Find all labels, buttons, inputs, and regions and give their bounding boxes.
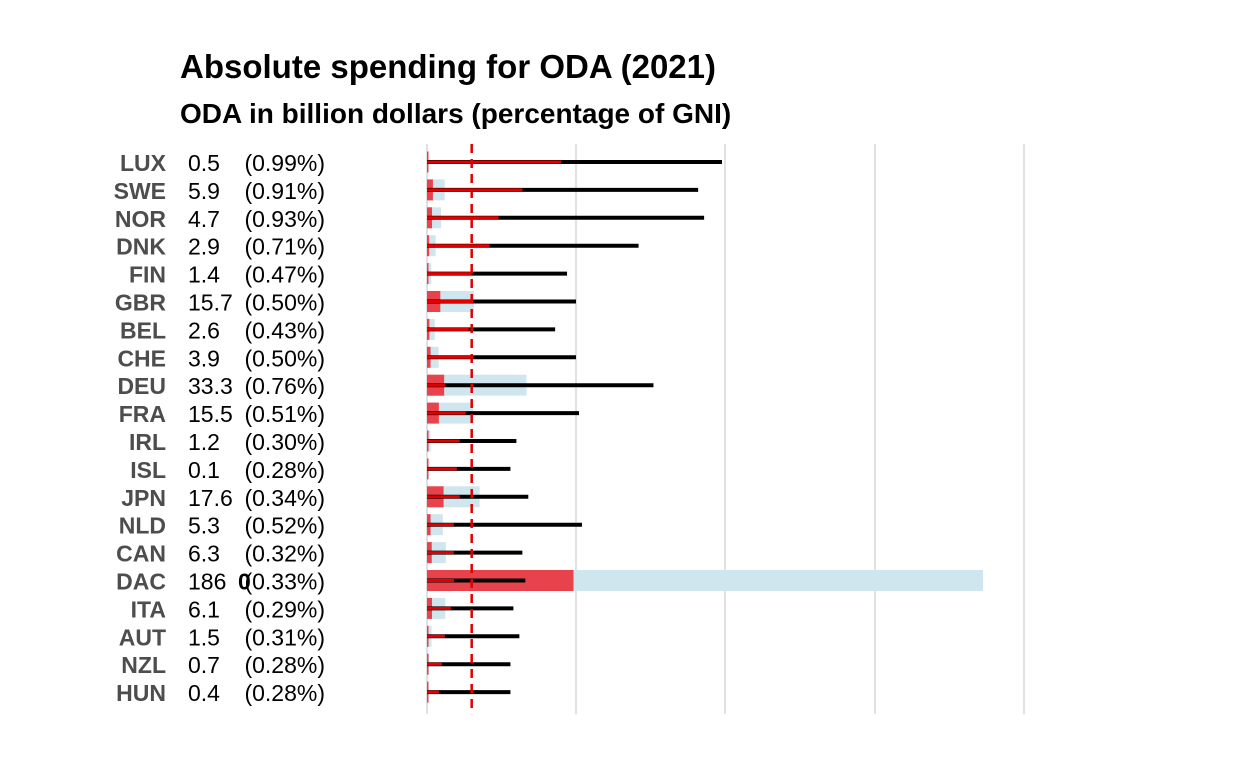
value-label-dnk: 2.9 <box>188 234 220 260</box>
category-label-nor: NOR <box>115 206 167 232</box>
pct-label-nld: (0.52%) <box>244 513 325 539</box>
pct-label-aut: (0.31%) <box>244 624 325 650</box>
value-label-fra: 15.5 <box>188 401 233 427</box>
chart-subtitle: ODA in billion dollars (percentage of GN… <box>180 98 732 129</box>
value-label-deu: 33.3 <box>188 373 233 399</box>
category-label-hun: HUN <box>116 680 166 706</box>
category-label-nzl: NZL <box>121 652 166 678</box>
category-label-gbr: GBR <box>115 290 167 316</box>
category-label-can: CAN <box>116 541 166 567</box>
pct-label-gbr: (0.50%) <box>244 290 325 316</box>
value-label-lux: 0.5 <box>188 150 220 176</box>
chart-title: Absolute spending for ODA (2021) <box>180 48 716 85</box>
category-label-nld: NLD <box>119 513 166 539</box>
pct-label-swe: (0.91%) <box>244 178 325 204</box>
category-label-dac: DAC <box>116 569 166 595</box>
value-label-isl: 0.1 <box>188 457 220 483</box>
category-label-lux: LUX <box>120 150 167 176</box>
category-label-dnk: DNK <box>116 234 166 260</box>
pct-label-can: (0.32%) <box>244 541 325 567</box>
pct-label-jpn: (0.34%) <box>244 485 325 511</box>
category-label-ita: ITA <box>131 596 166 622</box>
value-label-ita: 6.1 <box>188 596 220 622</box>
category-label-irl: IRL <box>129 429 166 455</box>
pct-label-fin: (0.47%) <box>244 262 325 288</box>
pct-label-isl: (0.28%) <box>244 457 325 483</box>
pct-label-deu: (0.76%) <box>244 373 325 399</box>
pct-label-dac: (0.33%) <box>244 569 325 595</box>
value-label-aut: 1.5 <box>188 624 220 650</box>
value-label-nld: 5.3 <box>188 513 220 539</box>
value-label-dac: 186 <box>188 569 226 595</box>
pct-label-hun: (0.28%) <box>244 680 325 706</box>
pct-label-ita: (0.29%) <box>244 596 325 622</box>
pct-label-bel: (0.43%) <box>244 317 325 343</box>
category-label-che: CHE <box>117 345 166 371</box>
value-label-nzl: 0.7 <box>188 652 220 678</box>
pct-label-nzl: (0.28%) <box>244 652 325 678</box>
value-label-nor: 4.7 <box>188 206 220 232</box>
pct-label-nor: (0.93%) <box>244 206 325 232</box>
value-label-irl: 1.2 <box>188 429 220 455</box>
category-label-deu: DEU <box>117 373 166 399</box>
pct-label-dnk: (0.71%) <box>244 234 325 260</box>
value-label-bel: 2.6 <box>188 317 220 343</box>
value-label-swe: 5.9 <box>188 178 220 204</box>
pct-label-irl: (0.30%) <box>244 429 325 455</box>
category-label-jpn: JPN <box>121 485 166 511</box>
category-label-aut: AUT <box>119 624 166 650</box>
value-label-hun: 0.4 <box>188 680 220 706</box>
value-label-fin: 1.4 <box>188 262 220 288</box>
category-label-fin: FIN <box>129 262 166 288</box>
category-label-swe: SWE <box>114 178 166 204</box>
category-label-fra: FRA <box>119 401 166 427</box>
dac-extra-label: 0 <box>238 569 251 595</box>
value-label-gbr: 15.7 <box>188 290 233 316</box>
category-label-bel: BEL <box>120 317 166 343</box>
pct-label-lux: (0.99%) <box>244 150 325 176</box>
pct-label-fra: (0.51%) <box>244 401 325 427</box>
value-label-jpn: 17.6 <box>188 485 233 511</box>
value-label-can: 6.3 <box>188 541 220 567</box>
category-label-isl: ISL <box>130 457 166 483</box>
value-label-che: 3.9 <box>188 345 220 371</box>
pct-label-che: (0.50%) <box>244 345 325 371</box>
